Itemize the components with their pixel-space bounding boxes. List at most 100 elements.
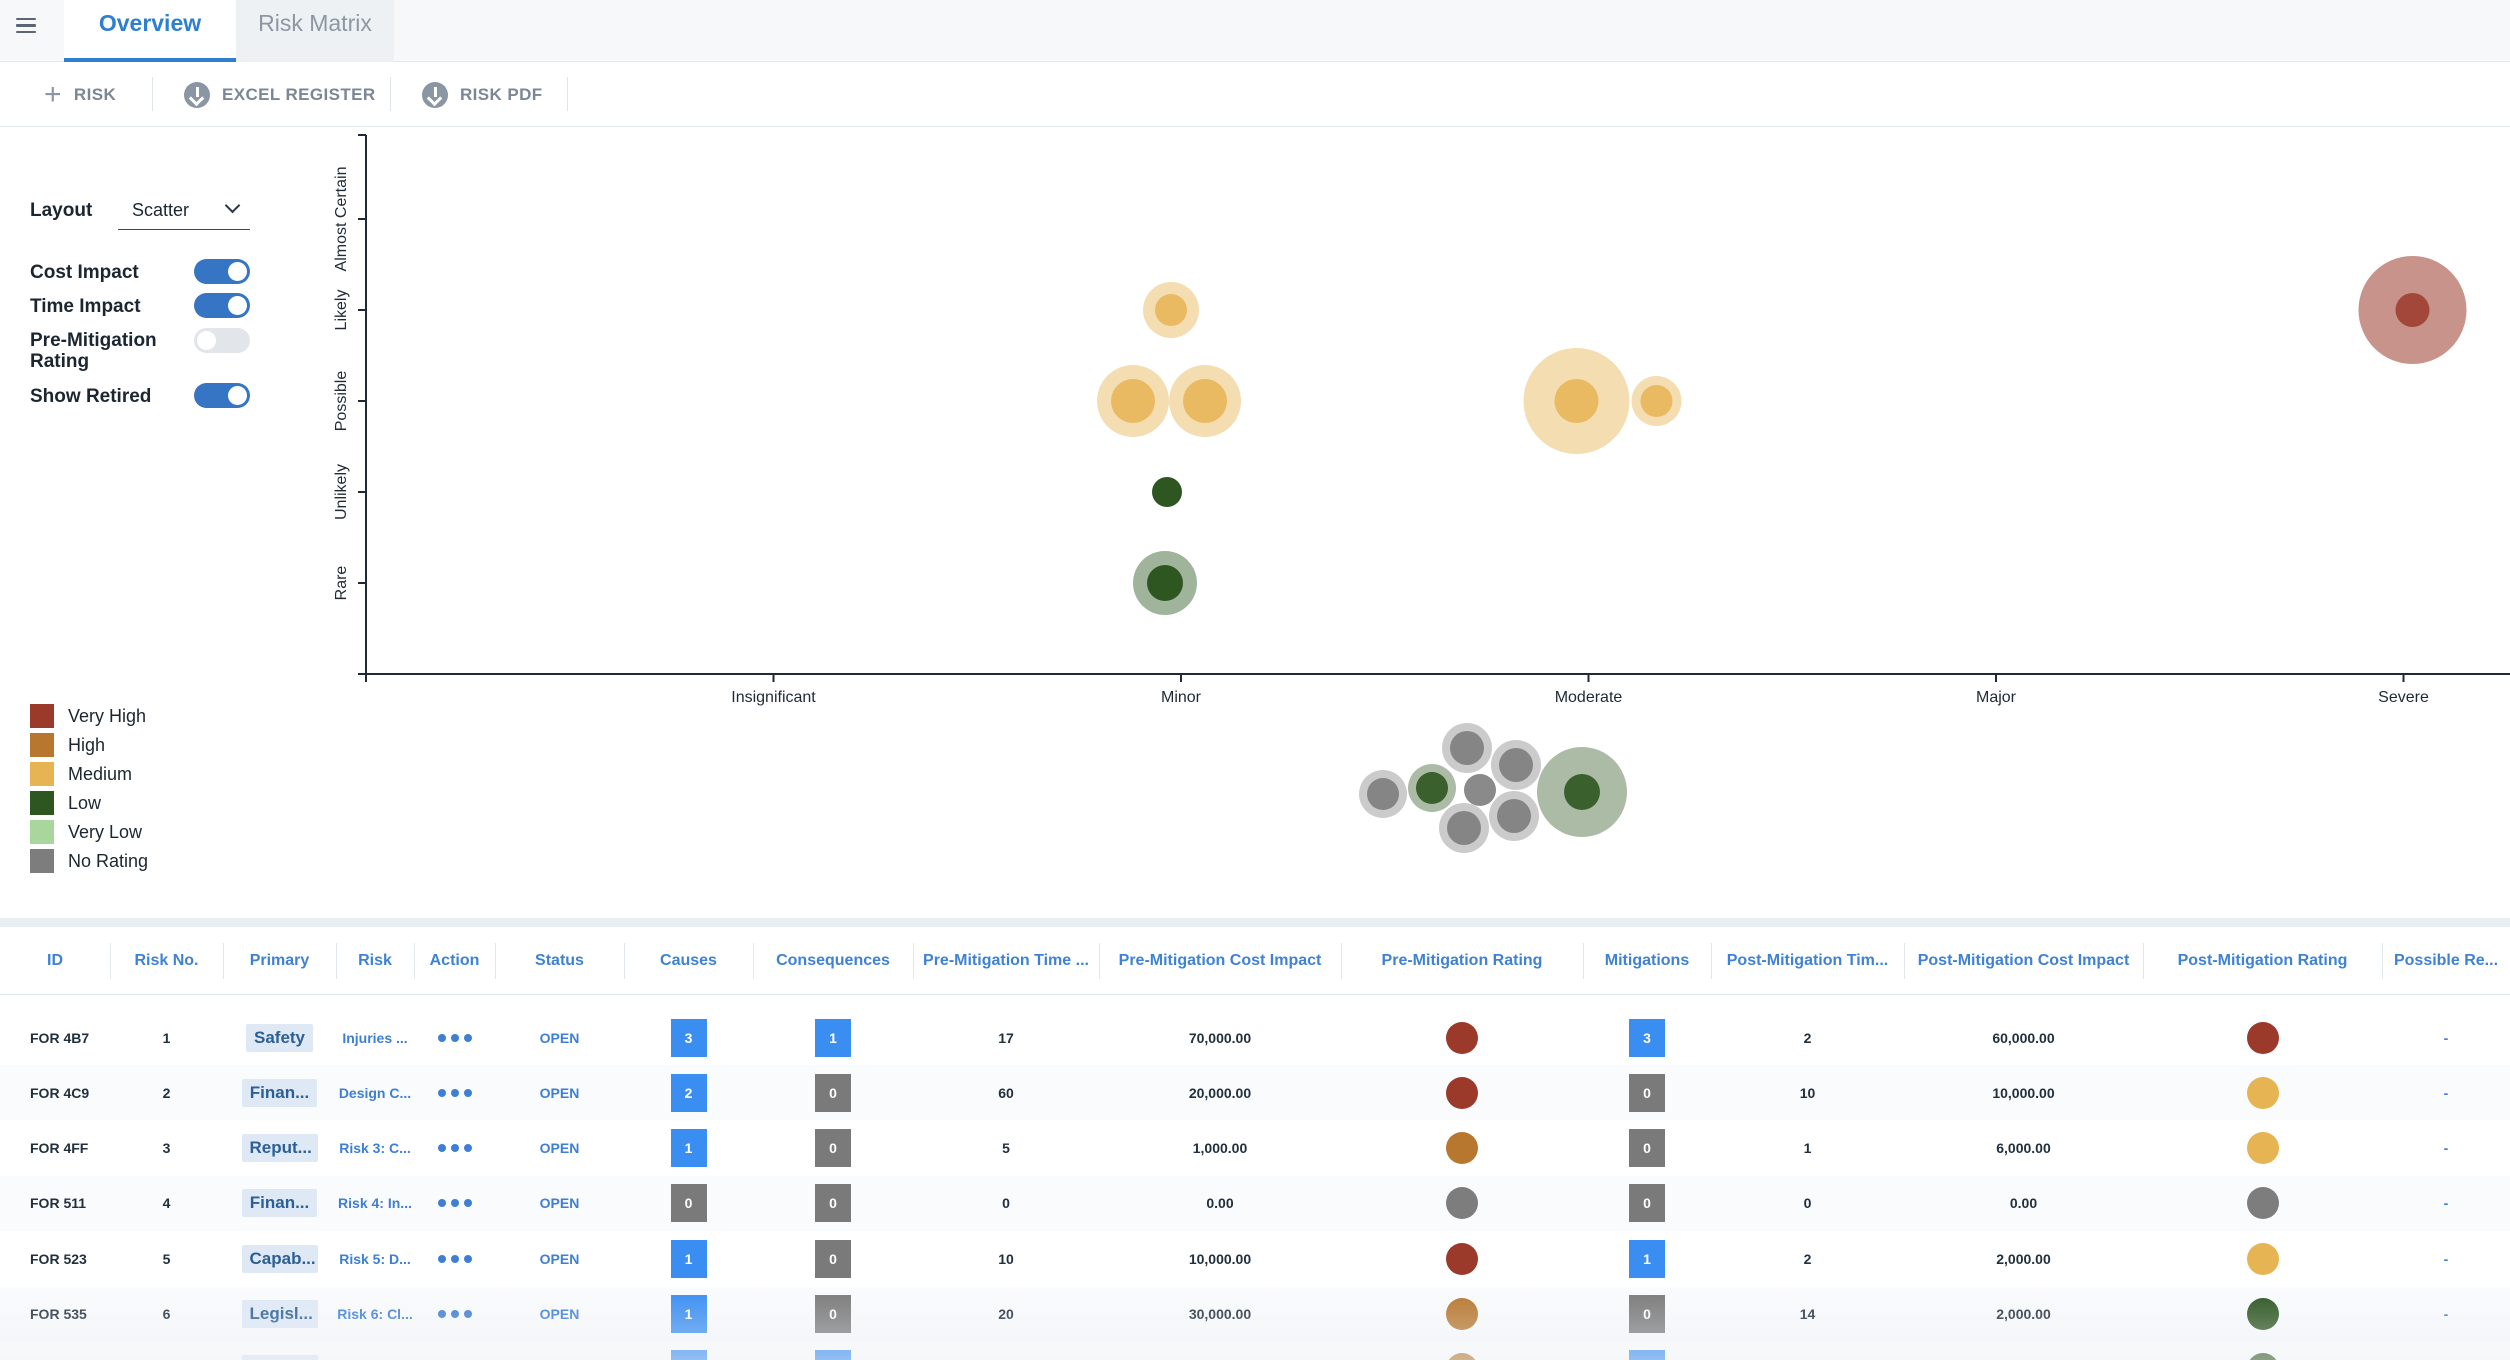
dot [450,1310,459,1318]
column-header[interactable]: Post-Mitigation Tim... [1726,952,1889,969]
mitigations-count-badge[interactable]: 1 [1629,1350,1665,1360]
table-cell-post-rating [2143,1287,2382,1342]
cell-value: 0 [1803,1195,1812,1212]
risk-link[interactable]: Risk 5: D... [339,1250,411,1267]
column-header[interactable]: Primary [249,952,310,969]
consequences-count-badge[interactable]: 0 [815,1295,851,1333]
risk-link[interactable]: Risk 6: Cl... [337,1306,413,1322]
table-row[interactable]: FOR 4FF 3 Reput... Risk 3: C... OPEN 1 0 5 1,000… [0,1121,2510,1176]
consequences-count-badge[interactable]: 0 [815,1239,851,1278]
consequences-count-badge[interactable]: 0 [815,1129,851,1168]
column-header[interactable]: Risk No. [134,952,199,969]
column-header[interactable]: Pre-Mitigation Cost Impact [1118,952,1322,969]
y-tick-label: Possible [333,371,350,432]
column-header[interactable]: Action [429,952,480,969]
cost-impact-toggle[interactable] [194,259,250,284]
cell-value: 3 [162,1140,171,1157]
more-actions-icon[interactable] [437,1254,472,1263]
causes-count-badge[interactable]: 1 [670,1239,707,1278]
table-row[interactable]: FOR 535 6 Legisl... Risk 6: Cl... OPEN 1 0 20 30… [0,1286,2510,1342]
pre-mitigation-toggle[interactable] [194,328,250,353]
dot [437,1310,446,1318]
column-header[interactable]: Status [535,952,584,969]
excel-register-button[interactable]: EXCEL REGISTER [184,63,376,127]
time-impact-toggle[interactable] [194,293,250,318]
table-cell-no: 3 [110,1121,223,1176]
column-header[interactable]: Risk [358,952,392,969]
cell-value: FOR 523 [30,1250,87,1267]
menu-icon[interactable] [14,14,38,38]
column-header[interactable]: Post-Mitigation Rating [2177,952,2348,969]
cell-value: 70,000.00 [1188,1029,1252,1046]
mitigations-count-badge[interactable]: 0 [1629,1073,1665,1112]
more-actions-icon[interactable] [437,1199,472,1208]
show-retired-toggle[interactable] [194,383,250,408]
tab-overview[interactable]: Overview [64,0,236,62]
table-row[interactable]: FOR 4B7 1 Safety Injuries ... OPEN 3 1 17 70,000… [0,1010,2510,1065]
column-header[interactable]: Mitigations [1604,952,1690,969]
causes-count-badge[interactable]: 1 [670,1295,707,1333]
more-actions-icon[interactable] [437,1144,472,1153]
risk-pdf-button[interactable]: RISK PDF [422,63,543,127]
rating-dot [1446,1021,1478,1054]
more-actions-icon[interactable] [437,1310,472,1318]
column-header[interactable]: Pre-Mitigation Rating [1381,952,1543,969]
rating-dot [2246,1298,2279,1330]
column-header[interactable]: Consequences [776,952,890,969]
tab-risk-matrix[interactable]: Risk Matrix [236,0,394,62]
cell-value: 0.00 [1206,1195,1234,1212]
table-cell-id: FOR 4B7 [0,1010,110,1065]
risk-link[interactable]: Design C... [338,1084,412,1101]
mitigations-count-badge[interactable]: 0 [1629,1184,1665,1223]
column-divider [1099,943,1100,979]
table-row[interactable]: FOR 511 4 Finan... Risk 4: In... OPEN 0 0 0 0.00… [0,1175,2510,1231]
legend-item: No Rating [30,849,148,873]
legend-item: Medium [30,762,132,786]
causes-count-badge[interactable]: 0 [670,1184,707,1223]
mitigations-count-badge[interactable]: 0 [1629,1129,1665,1168]
column-header[interactable]: Pre-Mitigation Time ... [923,952,1089,969]
more-actions-icon[interactable] [437,1033,472,1042]
column-divider [495,943,496,979]
more-actions-icon[interactable] [437,1088,472,1097]
table-row[interactable]: FOR 4C9 2 Finan... Design C... OPEN 2 0 60 20,00… [0,1065,2510,1121]
table-cell-mitigations: 0 [1583,1287,1711,1342]
causes-count-badge[interactable]: 2 [670,1073,707,1112]
risk-link[interactable]: Risk 4: In... [338,1195,412,1212]
mitigations-count-badge[interactable]: 0 [1629,1295,1665,1333]
table-cell-pre-time: 60 [913,1065,1099,1120]
column-header[interactable]: Possible Re... [2393,952,2499,969]
pre-mitigation-label: Pre-Mitigation Rating [30,330,157,372]
add-risk-button[interactable]: + RISK [44,63,116,127]
table-cell-pre-rating [1341,1287,1583,1342]
consequences-count-badge[interactable]: 1 [815,1018,851,1057]
causes-count-badge[interactable]: 1 [670,1350,707,1360]
causes-count-badge[interactable]: 1 [670,1129,707,1168]
consequences-count-badge[interactable]: 1 [815,1350,851,1360]
mitigations-count-badge[interactable]: 1 [1629,1239,1665,1278]
column-header[interactable]: ID [47,952,63,969]
table-cell-primary: Finan... [223,1065,336,1120]
cell-value: FOR 535 [30,1306,87,1322]
possible-value: - [2443,1250,2449,1267]
layout-select[interactable]: Scatter [118,196,250,230]
table-row[interactable]: FOR 523 5 Capab... Risk 5: D... OPEN 1 0 10 10,0… [0,1231,2510,1286]
possible-value: - [2443,1084,2449,1101]
cell-value: 30,000.00 [1188,1306,1252,1322]
causes-count-badge[interactable]: 3 [670,1018,707,1057]
table-cell-pre-cost: 20,000.00 [1099,1065,1341,1120]
column-header[interactable]: Post-Mitigation Cost Impact [1917,952,2130,969]
column-divider [110,943,111,979]
table-cell-id: FOR 4FF [0,1121,110,1176]
mitigations-count-badge[interactable]: 3 [1629,1018,1665,1057]
table-cell-risk: Risk 4: In... [336,1176,414,1231]
primary-category-chip: Finan... [241,1078,318,1107]
consequences-count-badge[interactable]: 0 [815,1073,851,1112]
column-header[interactable]: Causes [660,952,717,969]
risk-link[interactable]: Risk 3: C... [339,1140,411,1157]
risk-register-table: ID Risk No. Primary Risk Action Status Causes C… [0,918,2510,1360]
table-row[interactable]: FOR 5477 Securi... Risk 7: Gl... CLOSED 1 1 60… [0,1342,2510,1360]
legend-swatch [30,791,54,815]
consequences-count-badge[interactable]: 0 [815,1184,851,1223]
risk-link[interactable]: Injuries ... [342,1029,408,1046]
